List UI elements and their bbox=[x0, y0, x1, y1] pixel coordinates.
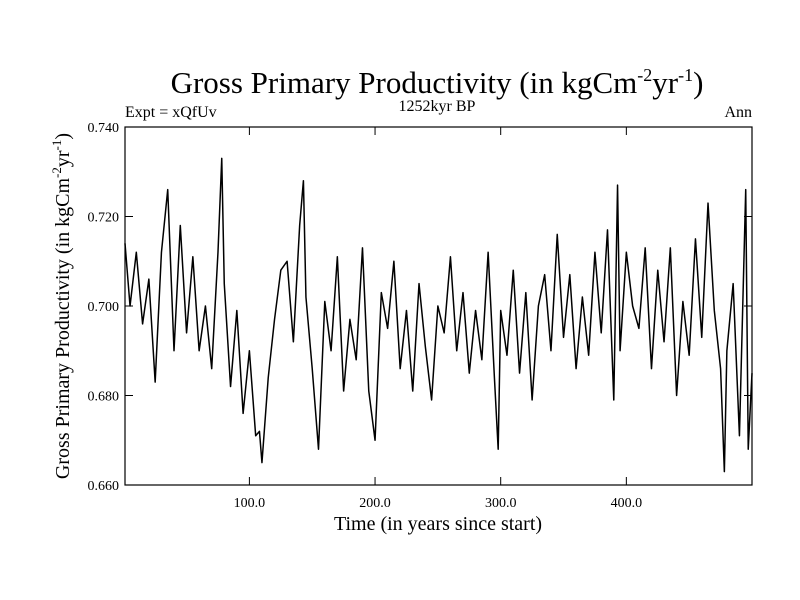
x-axis-ticks: 100.0 200.0 300.0 400.0 bbox=[234, 127, 642, 511]
y-axis-label-exponent-2: -1 bbox=[49, 140, 64, 151]
gpp-series-line bbox=[124, 157, 753, 473]
season-label: Ann bbox=[724, 104, 752, 121]
x-tick-label: 100.0 bbox=[234, 496, 266, 511]
y-tick-label: 0.660 bbox=[88, 479, 120, 494]
chart-title: Gross Primary Productivity (in kgCm-2yr-… bbox=[171, 65, 704, 100]
y-axis-ticks: 0.660 0.680 0.700 0.720 0.740 bbox=[88, 121, 752, 494]
period-label: 1252kyr BP bbox=[399, 98, 476, 115]
x-tick-label: 400.0 bbox=[611, 496, 643, 511]
x-tick-label: 200.0 bbox=[359, 496, 391, 511]
y-tick-label: 0.700 bbox=[88, 300, 120, 315]
y-tick-label: 0.680 bbox=[88, 390, 120, 405]
y-axis-label-exponent-1: -2 bbox=[49, 167, 64, 178]
x-tick-label: 300.0 bbox=[485, 496, 517, 511]
y-tick-label: 0.720 bbox=[88, 211, 120, 226]
chart-title-exponent-2: -1 bbox=[678, 65, 693, 85]
experiment-label: Expt = xQfUv bbox=[125, 104, 217, 121]
chart-title-exponent-1: -2 bbox=[637, 65, 652, 85]
y-tick-label: 0.740 bbox=[88, 121, 120, 136]
x-axis-label: Time (in years since start) bbox=[334, 513, 542, 535]
y-axis-label: Gross Primary Productivity (in kgCm-2yr-… bbox=[49, 133, 74, 479]
